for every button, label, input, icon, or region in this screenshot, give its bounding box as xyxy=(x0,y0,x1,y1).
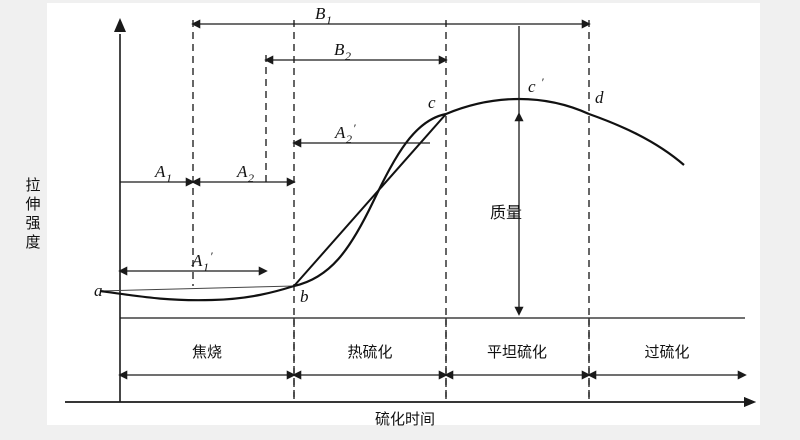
svg-text:2: 2 xyxy=(345,49,351,63)
svg-text:硫化时间: 硫化时间 xyxy=(375,411,435,428)
svg-text:1: 1 xyxy=(326,13,332,27)
svg-text:B: B xyxy=(334,40,345,59)
svg-text:B: B xyxy=(315,4,326,23)
svg-text:A: A xyxy=(154,162,166,181)
svg-text:c: c xyxy=(428,93,436,112)
svg-text:1: 1 xyxy=(166,171,172,185)
svg-text:拉: 拉 xyxy=(25,177,40,194)
svg-text:b: b xyxy=(300,287,309,306)
svg-text:质量: 质量 xyxy=(490,204,522,222)
svg-text:平坦硫化: 平坦硫化 xyxy=(487,344,547,361)
svg-text:强: 强 xyxy=(25,215,40,232)
svg-text:′: ′ xyxy=(353,121,356,135)
svg-text:1: 1 xyxy=(203,260,209,274)
svg-text:c: c xyxy=(528,77,536,96)
svg-text:度: 度 xyxy=(25,234,40,251)
svg-text:′: ′ xyxy=(210,249,213,263)
svg-text:过硫化: 过硫化 xyxy=(644,344,689,361)
svg-text:热硫化: 热硫化 xyxy=(347,344,392,361)
svg-text:a: a xyxy=(94,281,103,300)
svg-text:2: 2 xyxy=(346,132,352,146)
svg-text:d: d xyxy=(595,88,604,107)
svg-text:A: A xyxy=(236,162,248,181)
svg-text:焦烧: 焦烧 xyxy=(192,344,222,361)
svg-text:伸: 伸 xyxy=(25,196,40,213)
svg-text:A: A xyxy=(334,123,346,142)
svg-text:′: ′ xyxy=(541,75,544,89)
svg-text:2: 2 xyxy=(248,171,254,185)
svg-text:A: A xyxy=(191,251,203,270)
